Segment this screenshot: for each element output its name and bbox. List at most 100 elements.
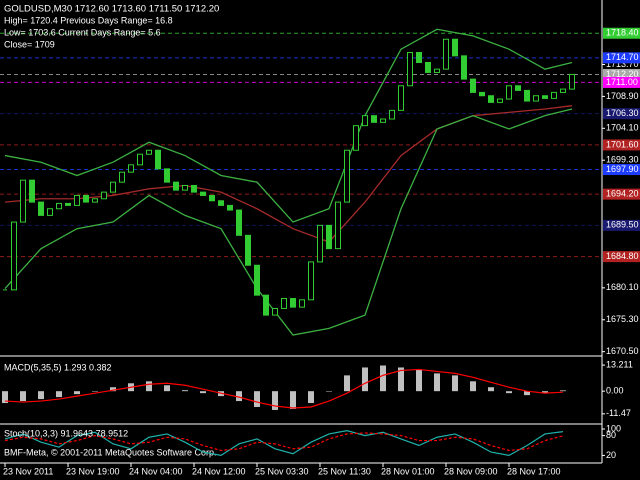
indicator-line: [4, 105, 573, 243]
candle: [92, 198, 98, 203]
macd-bar: [254, 391, 260, 407]
level-tag: [603, 139, 640, 151]
indicator-line: [4, 108, 573, 336]
candle: [398, 85, 404, 111]
stoch-line: [4, 430, 564, 457]
macd-bar: [398, 367, 404, 392]
candle: [281, 297, 287, 309]
candle: [452, 38, 458, 57]
candle: [407, 52, 413, 87]
y-tick-label: 1675.30: [606, 314, 639, 324]
macd-bar: [470, 381, 476, 392]
macd-bar: [506, 391, 512, 394]
candle: [443, 38, 449, 70]
x-tick-label: 25 Nov 11:30: [318, 466, 371, 476]
candle: [434, 68, 440, 73]
candle: [380, 118, 386, 123]
macd-bar: [524, 391, 530, 396]
y-tick-label: 80: [606, 430, 616, 440]
candle: [326, 224, 332, 250]
macd-bar: [416, 369, 422, 392]
candle: [191, 184, 197, 193]
level-tag: [603, 27, 640, 39]
macd-bar: [236, 391, 242, 402]
level-label: 1689.50: [606, 220, 639, 230]
level-label: 1711.00: [606, 77, 638, 87]
panel-title: Stoch(10,3,3) 91.9643 78.9512: [4, 428, 128, 438]
candle: [11, 221, 17, 291]
candle: [461, 55, 467, 80]
candle: [245, 234, 251, 266]
candle: [425, 61, 431, 73]
candle: [533, 95, 539, 102]
y-tick-label: 1704.10: [606, 123, 639, 133]
level-label: 1701.60: [606, 139, 639, 149]
chart-title: GOLDUSD,M30 1712.60 1713.60 1711.50 1712…: [4, 4, 219, 15]
panel-title: MACD(5,35,5) 1.293 0.382: [4, 362, 112, 372]
candle: [218, 200, 224, 206]
candle: [479, 91, 485, 97]
macd-bar: [56, 391, 62, 398]
y-tick-label: 20: [606, 450, 616, 460]
candle: [497, 98, 503, 103]
indicator-line: [4, 28, 573, 223]
candle: [119, 171, 125, 183]
macd-bar: [20, 391, 26, 402]
macd-bar: [344, 375, 350, 392]
level-tag: [603, 219, 640, 231]
y-tick-label: 1708.90: [606, 91, 639, 101]
level-tag: [603, 108, 640, 120]
annotation: Close= 1709: [4, 39, 55, 49]
x-tick-label: 28 Nov 01:00: [381, 466, 435, 476]
macd-bar: [290, 391, 296, 409]
candle: [128, 164, 134, 173]
candle: [236, 209, 242, 236]
macd-line: [4, 368, 564, 409]
y-tick-label: 13.211: [606, 359, 633, 369]
level-label: 1694.20: [606, 188, 639, 198]
macd-bar: [38, 391, 44, 400]
level-label: 1706.30: [606, 108, 639, 118]
x-tick-label: 23 Nov 2011: [3, 466, 53, 476]
y-tick-label: 1680.10: [606, 282, 639, 292]
macd-bar: [488, 387, 494, 392]
candle: [335, 201, 341, 250]
candle: [569, 73, 575, 90]
x-tick-label: 28 Nov 09:00: [444, 466, 498, 476]
candle: [317, 224, 323, 263]
candle: [209, 194, 215, 202]
macd-bar: [380, 365, 386, 392]
y-tick-label: 1713.70: [606, 59, 639, 69]
macd-bar: [110, 387, 116, 392]
candle: [299, 299, 305, 308]
x-tick-label: 28 Nov 17:00: [507, 466, 561, 476]
level-tag: [603, 52, 640, 64]
level-label: 1684.80: [606, 251, 639, 261]
candle: [74, 194, 80, 206]
macd-bar: [146, 381, 152, 392]
macd-bar: [74, 391, 80, 395]
candle: [362, 115, 368, 127]
macd-bar: [362, 367, 368, 392]
macd-bar: [200, 391, 206, 394]
level-tag: [603, 251, 640, 263]
macd-bar: [272, 391, 278, 410]
candle: [155, 149, 161, 170]
candle: [173, 181, 179, 191]
candle: [101, 191, 107, 200]
candle: [56, 202, 62, 210]
level-tag: [603, 76, 640, 88]
candle: [353, 125, 359, 151]
candle: [164, 168, 170, 183]
candle: [38, 201, 44, 216]
y-tick-label: 100: [606, 423, 621, 433]
candle: [506, 85, 512, 100]
candle: [272, 307, 278, 316]
candle: [29, 179, 35, 203]
candle: [344, 149, 350, 203]
y-tick-label: -11.47: [606, 408, 631, 418]
level-label: 1712.20: [606, 69, 639, 79]
macd-bar: [2, 391, 8, 404]
